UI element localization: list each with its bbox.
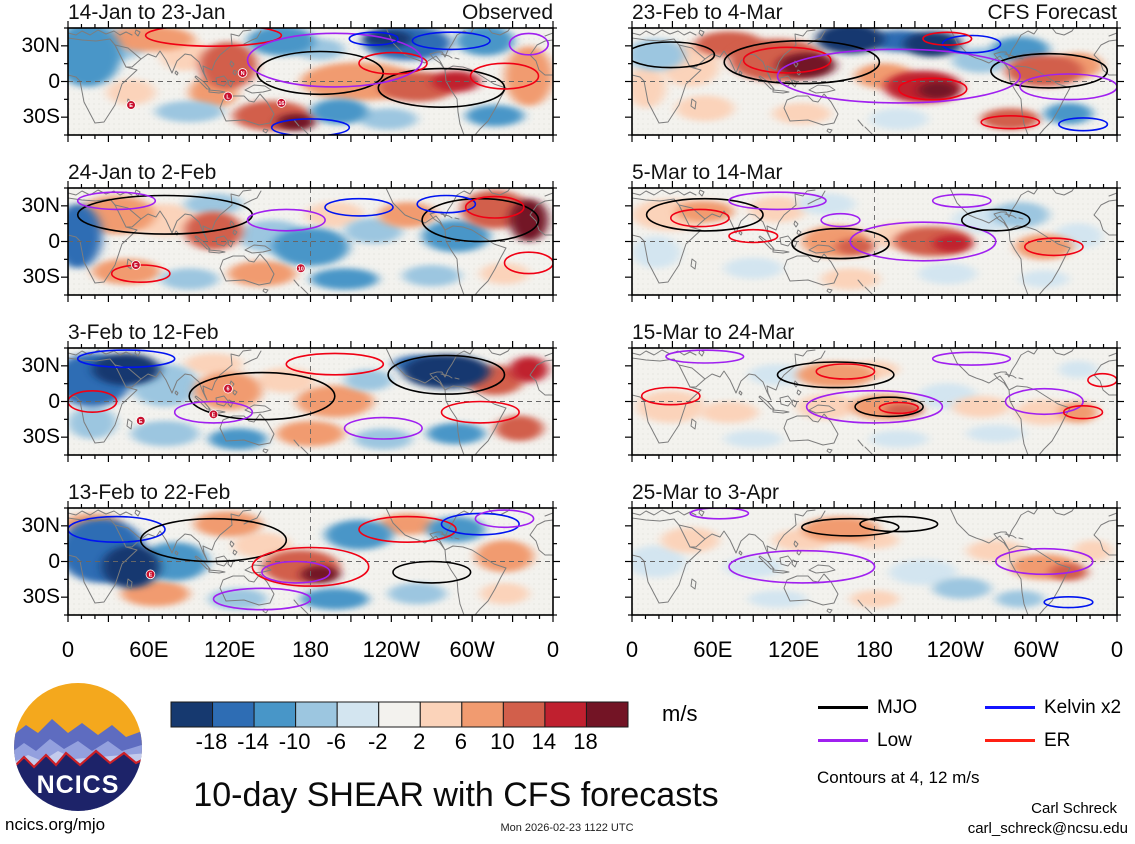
- x-axis-label: 120E: [203, 637, 256, 662]
- colorbar-tick: -2: [367, 729, 388, 754]
- y-axis-label: 30S: [22, 105, 60, 129]
- logo-text: NCICS: [37, 771, 120, 799]
- legend-label: MJO: [877, 696, 918, 718]
- svg-text:E: E: [149, 572, 153, 578]
- x-axis-label: 0: [61, 637, 75, 662]
- x-axis-label: 60W: [1013, 637, 1059, 662]
- panel-title: 13-Feb to 22-Feb: [68, 481, 553, 505]
- colorbar-tick: 2: [413, 729, 426, 754]
- y-axis-label: 0: [48, 389, 60, 413]
- panel-column-header: Observed: [461, 1, 553, 24]
- svg-text:6: 6: [227, 387, 230, 393]
- panel-title: 23-Feb to 4-Mar CFS Forecast: [632, 1, 1117, 25]
- y-axis-label: 30S: [22, 265, 60, 289]
- y-axis-label: 0: [48, 229, 60, 253]
- svg-text:E: E: [139, 419, 143, 425]
- map-panels: 14-Jan to 23-Jan Observed N L 16 E 24-Jan to 2…: [58, 1, 1127, 630]
- svg-text:E: E: [129, 103, 133, 109]
- ncics-logo: NCICS: [14, 683, 142, 811]
- colorbar-tick: -14: [237, 729, 269, 754]
- site-url: ncics.org/mjo: [5, 815, 106, 834]
- x-axis-label: 120W: [362, 637, 421, 662]
- map-panel: [622, 178, 1127, 310]
- y-axis-label: 30S: [22, 425, 60, 449]
- colorbar: [170, 701, 629, 733]
- colorbar-tick: -10: [278, 729, 311, 754]
- logo-ridge: [14, 749, 142, 811]
- svg-text:10: 10: [298, 266, 304, 272]
- panel-date-range: 25-Mar to 3-Apr: [632, 481, 780, 504]
- colorbar-tick: 10: [490, 729, 515, 754]
- panel-date-range: 15-Mar to 24-Mar: [632, 321, 795, 344]
- legend-line-sample: [818, 738, 868, 742]
- panel-date-range: 13-Feb to 22-Feb: [68, 481, 231, 504]
- map-panel: E: [58, 498, 563, 630]
- panel-title: 3-Feb to 12-Feb: [68, 321, 553, 345]
- panel-date-range: 24-Jan to 2-Feb: [68, 161, 217, 184]
- panel-title: 15-Mar to 24-Mar: [632, 321, 1117, 345]
- map-panel: N L 16 E: [58, 18, 563, 150]
- map-panel: [622, 498, 1127, 630]
- colorbar-unit: m/s: [662, 701, 698, 726]
- x-axis-label: 180: [856, 637, 893, 662]
- panel-title: 24-Jan to 2-Feb: [68, 161, 553, 185]
- x-axis-label: 120E: [767, 637, 820, 662]
- colorbar-tick: -6: [326, 729, 346, 754]
- legend-item-er: ER: [985, 729, 1070, 751]
- contours-note: Contours at 4, 12 m/s: [817, 768, 980, 787]
- x-axis-label: 60W: [449, 637, 495, 662]
- author-email: carl_schreck@ncsu.edu: [967, 820, 1128, 837]
- axis-labels: 30N 0 30S 30N 0 30S 30N 0 30S 30N 0 30S 0 60E 120E 180 1…: [21, 33, 1124, 662]
- y-axis-label: 0: [48, 549, 60, 573]
- y-axis-label: 30S: [22, 585, 60, 609]
- timestamp: Mon 2026-02-23 1122 UTC: [500, 822, 634, 834]
- legend-label: ER: [1044, 729, 1071, 751]
- legend-label: Kelvin x2: [1044, 696, 1122, 718]
- panel-title: 25-Mar to 3-Apr: [632, 481, 1117, 505]
- legend-item-mjo: MJO: [818, 696, 917, 718]
- map-panel: E 10: [58, 178, 563, 310]
- panel-column-header: CFS Forecast: [987, 1, 1117, 24]
- panel-title: 5-Mar to 14-Mar: [632, 161, 1117, 185]
- legend-item-kelvin-x2: Kelvin x2: [985, 696, 1121, 718]
- colorbar-tick: 18: [573, 729, 598, 754]
- x-axis-label: 60E: [129, 637, 169, 662]
- svg-text:N: N: [241, 71, 245, 77]
- svg-text:E: E: [134, 263, 138, 269]
- svg-text:L: L: [226, 94, 230, 100]
- x-axis-label: 0: [1110, 637, 1124, 662]
- svg-text:E: E: [212, 412, 216, 418]
- legend-label: Low: [877, 729, 912, 751]
- x-axis-label: 0: [546, 637, 560, 662]
- panel-date-range: 23-Feb to 4-Mar: [632, 1, 783, 24]
- y-axis-label: 30N: [21, 353, 60, 377]
- legend-line-sample: [985, 705, 1035, 709]
- map-panel: [622, 18, 1127, 150]
- panel-date-range: 3-Feb to 12-Feb: [68, 321, 219, 344]
- legend-item-low: Low: [818, 729, 912, 751]
- x-axis-label: 60E: [693, 637, 733, 662]
- figure-title: 10-day SHEAR with CFS forecasts: [193, 776, 719, 814]
- y-axis-label: 30N: [21, 513, 60, 537]
- x-axis-label: 180: [292, 637, 329, 662]
- panel-date-range: 14-Jan to 23-Jan: [68, 1, 226, 24]
- panel-title: 14-Jan to 23-Jan Observed: [68, 1, 553, 25]
- x-axis-label: 0: [625, 637, 639, 662]
- author-name: Carl Schreck: [1031, 800, 1117, 817]
- y-axis-label: 30N: [21, 193, 60, 217]
- legend-line-sample: [818, 705, 868, 709]
- colorbar-tick: 6: [454, 729, 467, 754]
- x-axis-label: 120W: [926, 637, 985, 662]
- colorbar-tick: 14: [531, 729, 557, 754]
- map-panel: [622, 338, 1127, 470]
- panel-date-range: 5-Mar to 14-Mar: [632, 161, 783, 184]
- y-axis-label: 0: [48, 69, 60, 93]
- legend-line-sample: [985, 738, 1035, 742]
- map-panel: 6 E E: [58, 338, 563, 470]
- colorbar-tick: -18: [195, 729, 228, 754]
- svg-text:16: 16: [278, 101, 284, 107]
- y-axis-label: 30N: [21, 33, 60, 57]
